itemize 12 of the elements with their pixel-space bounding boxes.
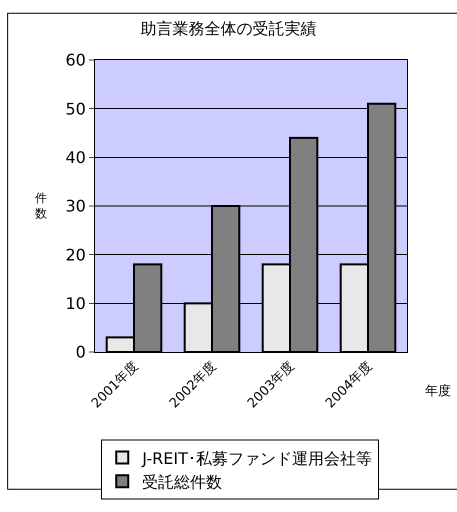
- y-tick-label: 10: [65, 294, 86, 313]
- y-tick-label: 30: [65, 196, 86, 216]
- y-axis-title: 件数: [35, 191, 47, 221]
- legend-label: J-REIT･私募ファンド運用会社等: [141, 448, 372, 468]
- y-tick-label: 40: [65, 148, 86, 167]
- y-tick-label: 0: [76, 342, 86, 362]
- legend-label: 受託総件数: [142, 472, 222, 492]
- x-axis-title: 年度: [425, 383, 451, 399]
- y-tick-label: 50: [65, 99, 86, 118]
- y-tick-label: 20: [65, 245, 86, 264]
- chart-title: 助言業務全体の受託実績: [140, 19, 316, 38]
- y-tick-label: 60: [65, 50, 86, 70]
